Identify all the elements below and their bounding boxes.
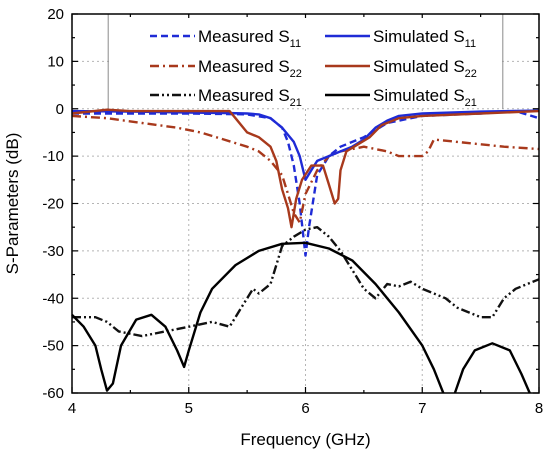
legend-label-main: Simulated S [373, 86, 465, 105]
grid [72, 14, 539, 393]
x-tick-label: 4 [68, 400, 76, 417]
series-line-4 [71, 108, 540, 229]
legend-label: Simulated S11 [373, 27, 476, 50]
legend-label-subscript: 22 [465, 68, 477, 80]
y-tick-label: 0 [56, 101, 64, 118]
series-line-2 [72, 226, 540, 338]
legend-label-subscript: 22 [290, 68, 302, 80]
legend-label-main: Measured S [198, 86, 290, 105]
legend-label: Simulated S22 [373, 57, 477, 80]
y-tick-label: -10 [42, 148, 64, 165]
series-line-5 [71, 241, 445, 394]
series-line-0 [72, 109, 540, 257]
y-tick-label: -30 [42, 243, 64, 260]
axis-ticks: 4 5 6 7 8 20 10 0 -10 -20 -30 -40 -50 -60 [42, 6, 543, 417]
series-lines [71, 108, 540, 394]
y-tick-label: -40 [42, 290, 64, 307]
legend-label-main: Simulated S [373, 27, 465, 46]
legend-label-main: Measured S [198, 27, 290, 46]
y-axis-label: S-Parameters (dB) [3, 133, 22, 275]
legend-label: Measured S22 [198, 57, 302, 80]
vertical-markers [107, 14, 504, 109]
x-tick-label: 5 [185, 400, 193, 417]
y-tick-label: 10 [47, 53, 64, 70]
series-line-3 [71, 109, 540, 181]
legend-label-subscript: 11 [290, 38, 301, 50]
legend-label-subscript: 21 [290, 97, 302, 109]
legend-label-main: Measured S [198, 57, 290, 76]
y-tick-label: 20 [47, 6, 64, 23]
y-tick-label: -20 [42, 196, 64, 213]
series-line-1 [71, 114, 540, 224]
legend-label: Measured S11 [198, 27, 301, 50]
legend-background [110, 18, 502, 106]
x-tick-label: 8 [535, 400, 543, 417]
legend-label-main: Simulated S [373, 57, 465, 76]
legend-label: Simulated S21 [373, 86, 477, 109]
legend-label-subscript: 11 [465, 38, 476, 50]
legend-label-subscript: 21 [465, 97, 477, 109]
series-line-6 [453, 342, 531, 394]
x-tick-label: 7 [418, 400, 426, 417]
x-axis-label: Frequency (GHz) [240, 430, 370, 449]
x-tick-label: 6 [301, 400, 309, 417]
legend-label: Measured S21 [198, 86, 302, 109]
y-tick-label: -50 [42, 338, 64, 355]
y-tick-label: -60 [42, 385, 64, 402]
